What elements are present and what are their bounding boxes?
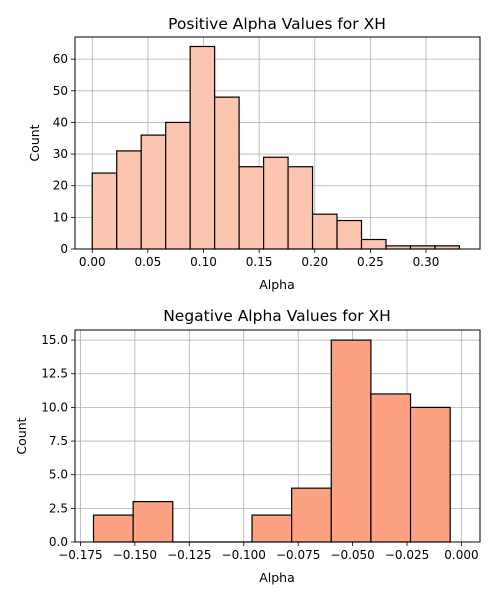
histogram-bar <box>189 45 216 250</box>
y-tick-label: 40 <box>53 115 68 129</box>
x-tick-label: −0.075 <box>276 548 320 562</box>
y-tick-label: 30 <box>53 147 68 161</box>
y-tick-label: 5.0 <box>49 468 68 482</box>
x-tick-label: −0.100 <box>222 548 266 562</box>
histogram-bars <box>91 45 461 250</box>
x-axis-ticks: −0.175 −0.150 −0.125 −0.100 −0.075 −0.050 −0.0… <box>58 542 479 562</box>
x-axis-label: Alpha <box>259 277 295 292</box>
y-tick-label: 10 <box>53 210 68 224</box>
y-tick-label: 0 <box>60 242 68 256</box>
histogram-bar <box>287 166 314 250</box>
x-tick-label: 0.30 <box>413 255 440 269</box>
histogram-bar <box>311 213 338 250</box>
x-tick-label: −0.025 <box>385 548 429 562</box>
x-axis-ticks: 0.00 0.05 0.10 0.15 0.20 0.25 0.30 <box>79 249 440 269</box>
histogram-bar <box>91 172 118 250</box>
histogram-bar <box>409 406 451 543</box>
x-tick-label: −0.125 <box>167 548 211 562</box>
x-tick-label: −0.175 <box>58 548 102 562</box>
histogram-bar <box>214 96 240 250</box>
plot-frame <box>74 36 481 250</box>
x-tick-label: 0.10 <box>190 255 217 269</box>
x-tick-label: −0.050 <box>330 548 374 562</box>
histogram-bar <box>370 393 412 543</box>
x-tick-label: 0.00 <box>79 255 106 269</box>
y-axis-label: Count <box>14 417 29 454</box>
y-tick-label: 2.5 <box>49 501 68 515</box>
histogram-bar <box>165 121 191 250</box>
histogram-bars <box>92 339 451 543</box>
x-tick-label: 0.20 <box>301 255 328 269</box>
y-tick-label: 15.0 <box>41 333 68 347</box>
x-tick-label: 0.25 <box>357 255 384 269</box>
y-tick-label: 60 <box>53 52 68 66</box>
negative-alpha-histogram: Negative Alpha Values for XH −0.175 −0.15… <box>14 307 481 585</box>
histogram-bar <box>132 501 174 543</box>
y-axis-ticks: 0.0 2.5 5.0 7.5 10.0 12.5 15.0 <box>41 333 75 549</box>
histogram-bar <box>238 166 265 250</box>
x-tick-label: 0.000 <box>444 548 478 562</box>
histogram-bar <box>330 339 372 543</box>
plot-frame <box>74 329 481 543</box>
y-tick-label: 0.0 <box>49 535 68 549</box>
histogram-bar <box>116 150 142 250</box>
y-tick-label: 7.5 <box>49 434 68 448</box>
histogram-bar <box>262 156 289 250</box>
x-axis-label: Alpha <box>259 570 295 585</box>
y-tick-label: 50 <box>53 84 68 98</box>
histogram-bar <box>360 238 387 250</box>
y-tick-label: 20 <box>53 179 68 193</box>
y-tick-label: 12.5 <box>41 367 68 381</box>
positive-alpha-histogram: Positive Alpha Values for XH 0.00 0.05 0.1… <box>27 15 481 292</box>
histogram-bar <box>336 219 363 250</box>
x-tick-label: −0.150 <box>113 548 157 562</box>
histogram-bar <box>291 487 332 543</box>
chart-title: Negative Alpha Values for XH <box>163 307 391 325</box>
histogram-bar <box>92 514 134 543</box>
x-tick-label: 0.15 <box>246 255 273 269</box>
chart-title: Positive Alpha Values for XH <box>168 15 386 33</box>
histogram-bar <box>140 134 167 250</box>
y-tick-label: 10.0 <box>41 400 68 414</box>
y-axis-ticks: 0 10 20 30 40 50 60 <box>53 52 75 256</box>
histogram-bar <box>251 514 293 543</box>
y-axis-label: Count <box>27 124 42 161</box>
x-tick-label: 0.05 <box>135 255 162 269</box>
